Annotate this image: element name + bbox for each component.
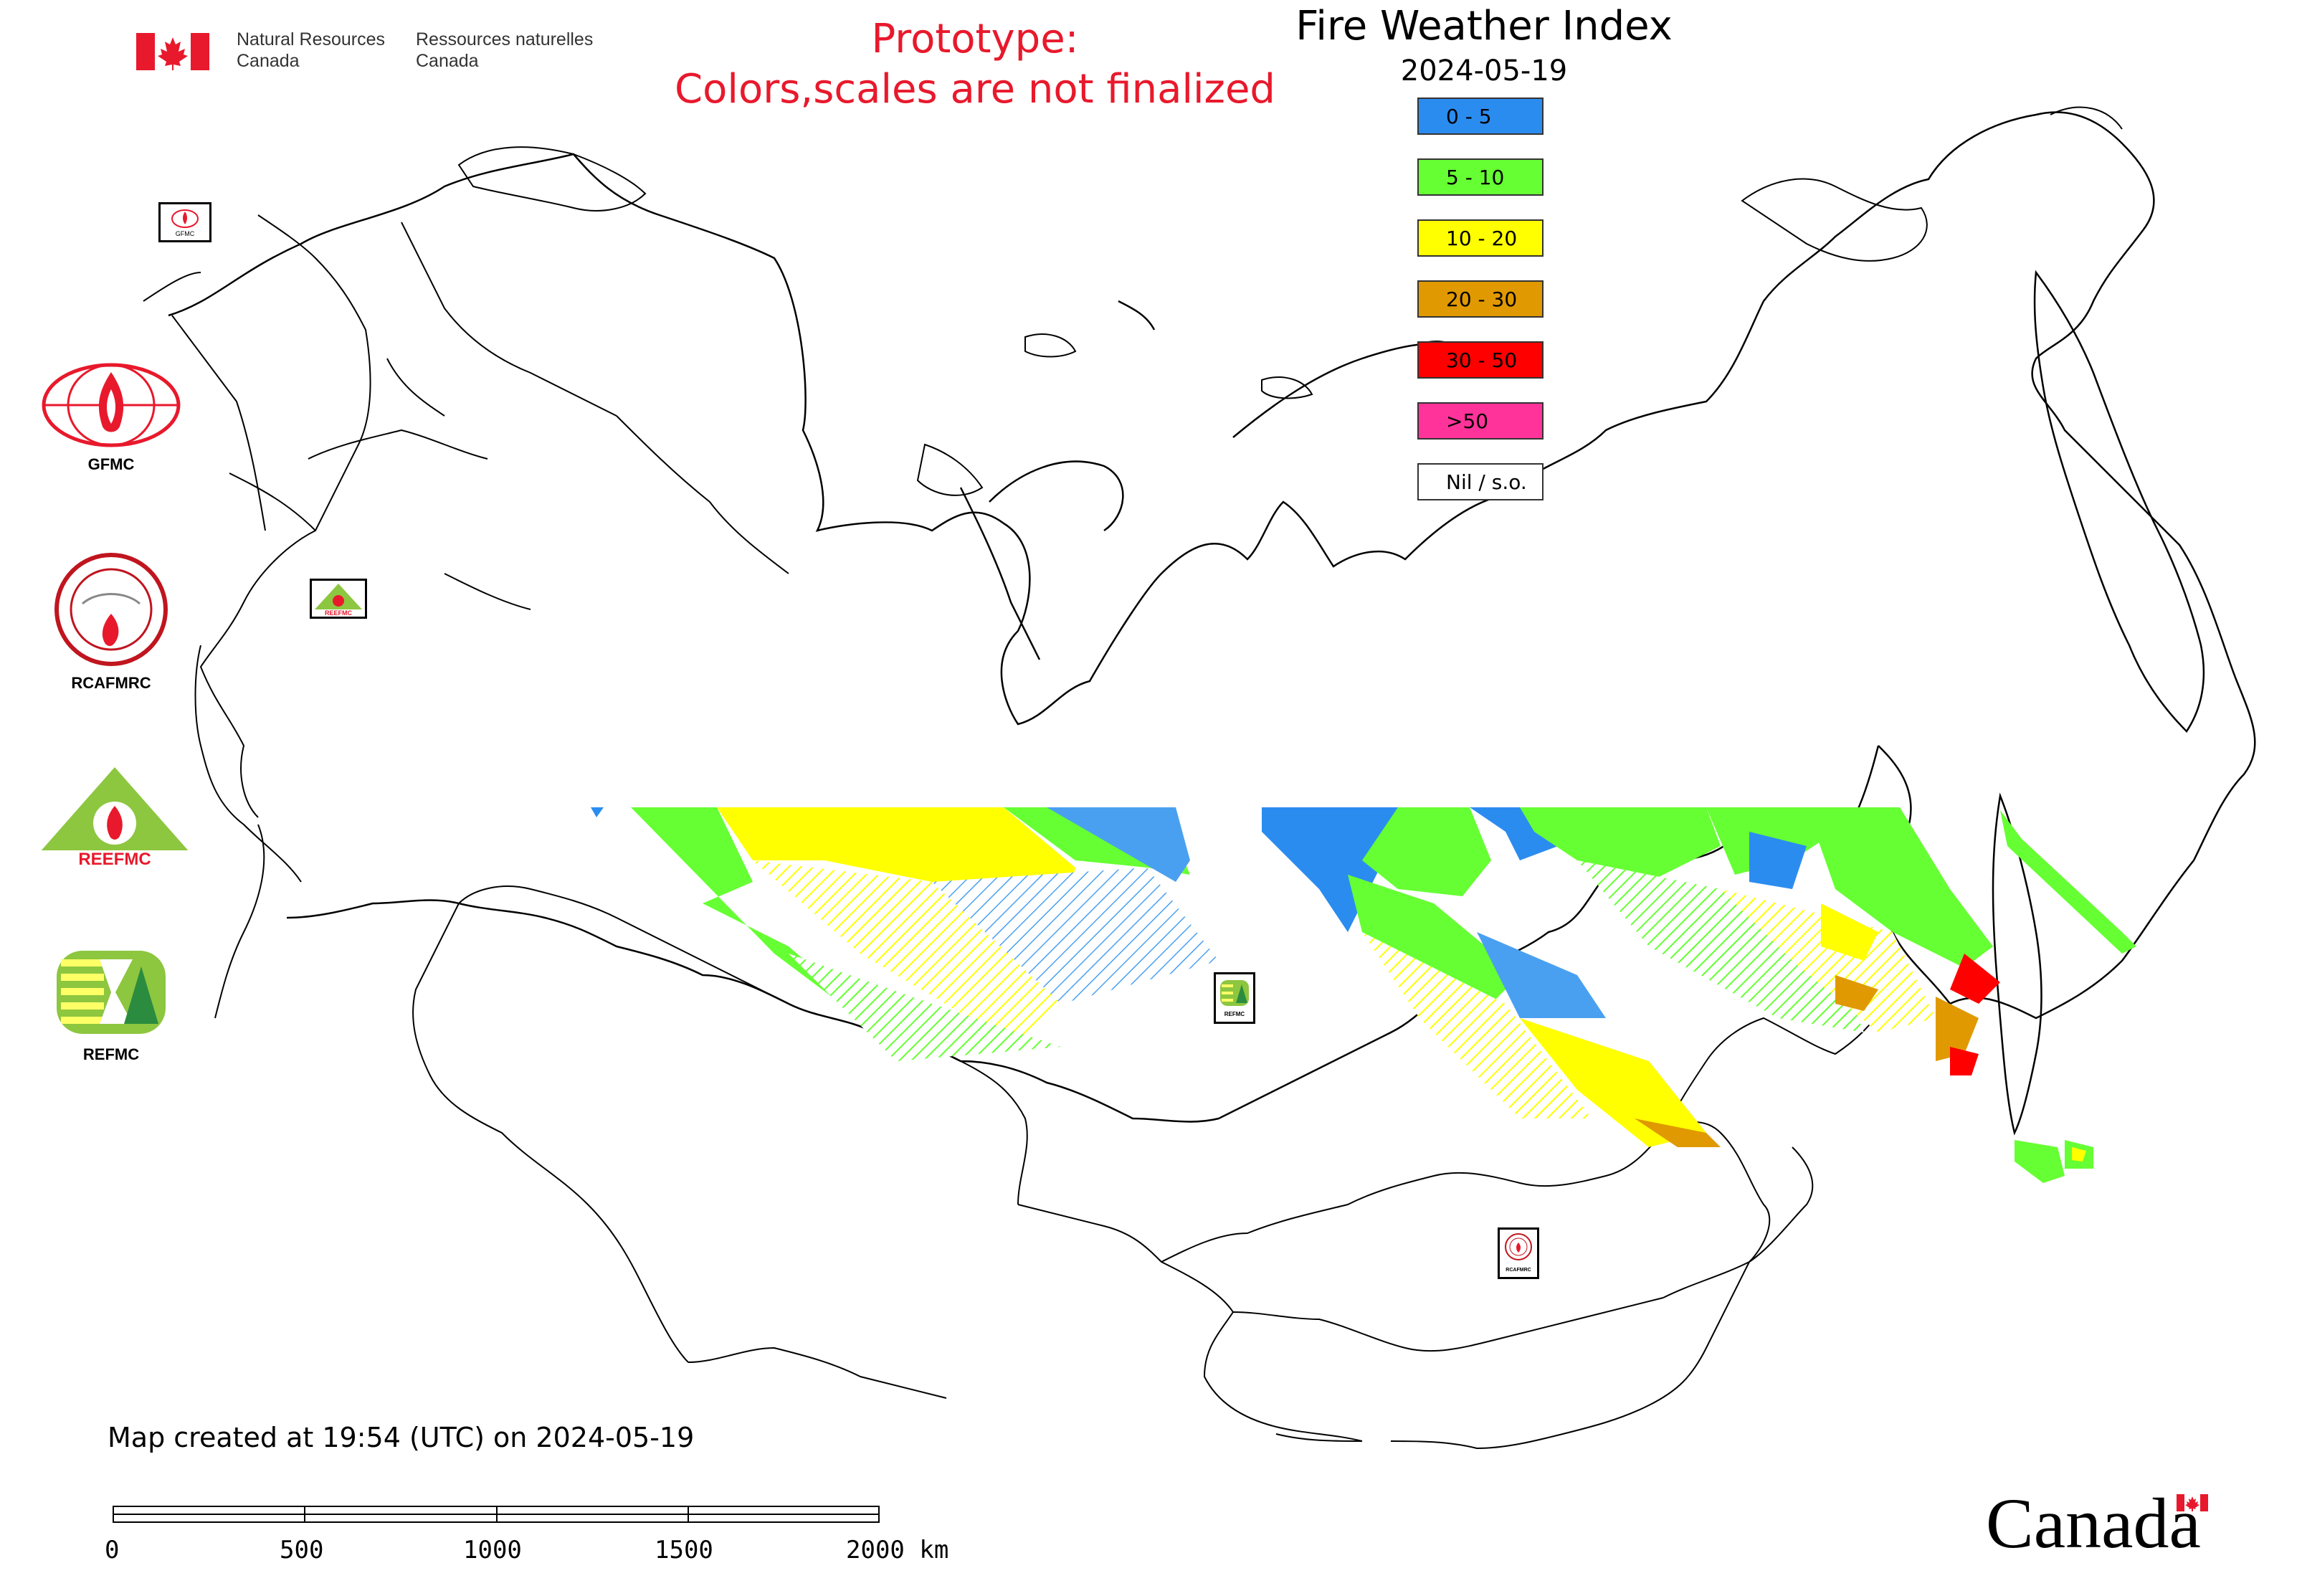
legend-item-over-50: >50 bbox=[1417, 402, 1544, 440]
rcafmrc-badge-icon: RCAFMRC bbox=[1505, 1233, 1532, 1273]
prototype-line-1: Prototype: bbox=[871, 16, 1079, 62]
nrcan-french-name: Ressources naturelles Canada bbox=[416, 29, 594, 71]
legend-item-0-5: 0 - 5 bbox=[1417, 98, 1544, 135]
scale-bar-tick bbox=[113, 1506, 498, 1523]
gfmc-logo-icon bbox=[42, 363, 181, 447]
map-created-timestamp: Map created at 19:54 (UTC) on 2024-05-19 bbox=[108, 1422, 695, 1453]
scale-label-1500: 1500 bbox=[655, 1536, 713, 1564]
legend-label: 0 - 5 bbox=[1446, 105, 1492, 128]
prototype-notice: Prototype: Colors,scales are not finaliz… bbox=[645, 14, 1305, 115]
legend-label: >50 bbox=[1446, 409, 1489, 433]
nrcan-signature: Natural Resources Canada Ressources natu… bbox=[136, 27, 638, 77]
legend-item-nil: Nil / s.o. bbox=[1417, 463, 1544, 500]
rcafmrc-badge-label: RCAFMRC bbox=[1506, 1268, 1531, 1273]
legend-label: 30 - 50 bbox=[1446, 348, 1518, 372]
canada-wordmark: Canada bbox=[1986, 1483, 2208, 1563]
scale-bar-tick bbox=[113, 1506, 305, 1523]
refmc-map-badge: REFMC bbox=[1214, 972, 1255, 1024]
gfmc-map-badge: GFMC bbox=[158, 202, 211, 242]
rcafmrc-agency: RCAFMRC bbox=[39, 552, 183, 693]
rcafmrc-label: RCAFMRC bbox=[71, 674, 151, 692]
reefmc-map-badge: REEFMC bbox=[310, 579, 367, 619]
refmc-badge-icon: REFMC bbox=[1220, 980, 1249, 1017]
scale-label-1000: 1000 bbox=[463, 1536, 522, 1564]
legend: 0 - 5 5 - 10 10 - 20 20 - 30 30 - 50 >50… bbox=[1417, 98, 1546, 524]
reefmc-badge-label: REEFMC bbox=[325, 609, 353, 617]
scale-bar-tick bbox=[113, 1506, 689, 1523]
canada-flag-icon bbox=[136, 33, 209, 70]
gfmc-agency: GFMC bbox=[39, 362, 183, 474]
scale-label-0: 0 bbox=[105, 1536, 120, 1564]
europe-borders bbox=[143, 214, 789, 1019]
refmc-badge-label: REFMC bbox=[1224, 1011, 1245, 1017]
fwi-raster bbox=[591, 807, 2136, 1183]
scale-label-2000: 2000 km bbox=[846, 1536, 949, 1564]
refmc-agency: REFMC bbox=[54, 945, 168, 1064]
reefmc-agency: REEFMC bbox=[37, 766, 192, 873]
legend-item-5-10: 5 - 10 bbox=[1417, 158, 1544, 196]
canada-wordmark-text: Canada bbox=[1986, 1483, 2201, 1563]
prototype-line-2: Colors,scales are not finalized bbox=[675, 66, 1275, 113]
legend-item-10-20: 10 - 20 bbox=[1417, 219, 1544, 257]
rcafmrc-logo-icon bbox=[54, 553, 168, 666]
scale-bar bbox=[113, 1506, 881, 1524]
arctic-islands bbox=[457, 106, 2123, 496]
legend-label: 5 - 10 bbox=[1446, 166, 1505, 189]
asia-borders bbox=[412, 885, 1886, 1450]
legend-label: 10 - 20 bbox=[1446, 227, 1518, 250]
gfmc-badge-label: GFMC bbox=[176, 230, 195, 237]
russia-outline bbox=[168, 111, 2256, 1136]
map-title: Fire Weather Index bbox=[1295, 3, 1673, 49]
legend-label: Nil / s.o. bbox=[1446, 470, 1527, 494]
map-date: 2024-05-19 bbox=[1400, 54, 1568, 87]
reefmc-logo-icon: REEFMC bbox=[40, 767, 189, 869]
scale-bar-labels: 0 500 1000 1500 2000 km bbox=[100, 1536, 1032, 1569]
gfmc-badge-icon: GFMC bbox=[171, 209, 199, 237]
refmc-label: REFMC bbox=[82, 1045, 140, 1063]
wordmark-flag-icon bbox=[2177, 1494, 2208, 1511]
scale-label-500: 500 bbox=[280, 1536, 324, 1564]
svg-text:REEFMC: REEFMC bbox=[78, 850, 151, 869]
nrcan-english-name: Natural Resources Canada bbox=[237, 29, 386, 71]
legend-label: 20 - 30 bbox=[1446, 288, 1518, 311]
refmc-logo-icon bbox=[57, 951, 166, 1034]
rcafmrc-map-badge: RCAFMRC bbox=[1498, 1227, 1539, 1279]
legend-item-20-30: 20 - 30 bbox=[1417, 280, 1544, 318]
legend-item-30-50: 30 - 50 bbox=[1417, 341, 1544, 379]
reefmc-badge-icon: REEFMC bbox=[315, 584, 362, 617]
gfmc-label: GFMC bbox=[87, 455, 135, 473]
